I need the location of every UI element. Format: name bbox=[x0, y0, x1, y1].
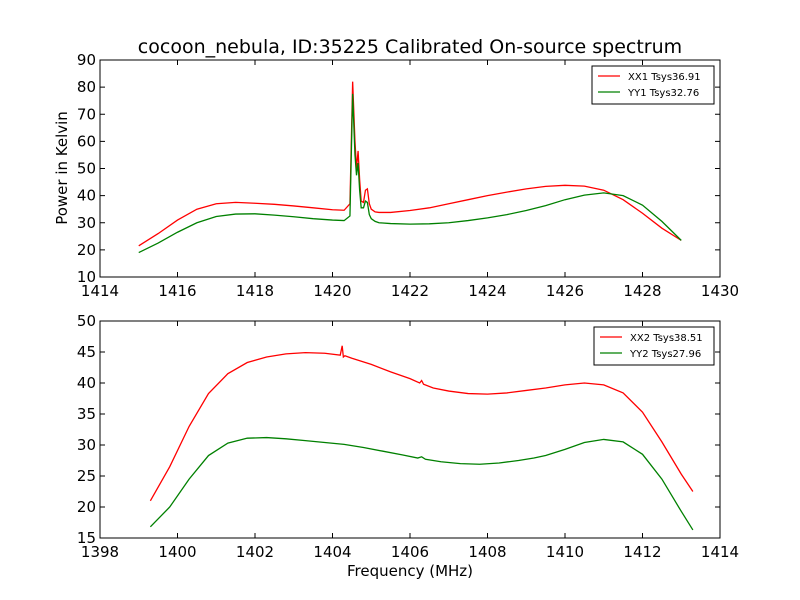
y-tick-label: 70 bbox=[77, 105, 96, 123]
x-tick-label: 1398 bbox=[81, 543, 119, 561]
x-tick-label: 1400 bbox=[158, 543, 196, 561]
legend-box bbox=[591, 65, 715, 105]
y-tick-label: 15 bbox=[77, 529, 96, 547]
y-tick-label: 10 bbox=[77, 268, 96, 286]
x-tick-label: 1402 bbox=[236, 543, 274, 561]
x-tick-label: 1422 bbox=[391, 282, 429, 300]
y-tick-label: 80 bbox=[77, 78, 96, 96]
legend-box bbox=[593, 326, 715, 366]
legend-label: XX1 Tsys36.91 bbox=[628, 72, 701, 83]
x-tick-label: 1408 bbox=[468, 543, 506, 561]
y-tick-label: 30 bbox=[77, 214, 96, 232]
x-tick-label: 1414 bbox=[701, 543, 739, 561]
series-line-2-1 bbox=[149, 345, 694, 502]
x-tick-label: 1428 bbox=[623, 282, 661, 300]
bottom-panel: 1398 1400 1402 1404 1406 1408 1410 1412 1414 15 20… bbox=[77, 312, 739, 561]
x-axis-label: Frequency (MHz) bbox=[347, 562, 473, 580]
y-tick-label: 25 bbox=[77, 467, 96, 485]
legend-label: XX2 Tsys38.51 bbox=[630, 333, 703, 344]
series-line-2-2 bbox=[149, 436, 694, 531]
y-tick-label: 50 bbox=[77, 312, 96, 330]
x-tick-label: 1414 bbox=[81, 282, 119, 300]
series-line-1-1 bbox=[138, 81, 682, 247]
x-tick-label: 1426 bbox=[546, 282, 584, 300]
x-tick-label: 1420 bbox=[313, 282, 351, 300]
y-tick-label: 90 bbox=[77, 51, 96, 69]
x-tick-label: 1416 bbox=[158, 282, 196, 300]
x-tick-label: 1412 bbox=[623, 543, 661, 561]
y-tick-label: 20 bbox=[77, 498, 96, 516]
y-axis-label: Power in Kelvin bbox=[53, 111, 71, 225]
y-tick-label: 30 bbox=[77, 436, 96, 454]
x-tick-label: 1430 bbox=[701, 282, 739, 300]
x-tick-label: 1410 bbox=[546, 543, 584, 561]
y-tick-label: 60 bbox=[77, 132, 96, 150]
series-line-1-2 bbox=[138, 93, 682, 254]
y-tick-label: 50 bbox=[77, 160, 96, 178]
x-tick-label: 1424 bbox=[468, 282, 506, 300]
x-tick-label: 1406 bbox=[391, 543, 429, 561]
y-tick-label: 35 bbox=[77, 405, 96, 423]
top-panel: 1414 1416 1418 1420 1422 1424 1426 1428 1430 10 20… bbox=[77, 51, 739, 300]
y-tick-label: 40 bbox=[77, 187, 96, 205]
chart-title: cocoon_nebula, ID:35225 Calibrated On-so… bbox=[138, 36, 682, 58]
x-tick-label: 1418 bbox=[236, 282, 274, 300]
y-tick-label: 20 bbox=[77, 241, 96, 259]
legend: XX2 Tsys38.51 YY2 Tsys27.96 bbox=[593, 326, 715, 366]
legend-label: YY1 Tsys32.76 bbox=[627, 88, 699, 99]
legend-label: YY2 Tsys27.96 bbox=[629, 349, 701, 360]
legend: XX1 Tsys36.91 YY1 Tsys32.76 bbox=[591, 65, 715, 105]
x-tick-label: 1404 bbox=[313, 543, 351, 561]
y-tick-label: 40 bbox=[77, 374, 96, 392]
y-tick-label: 45 bbox=[77, 343, 96, 361]
